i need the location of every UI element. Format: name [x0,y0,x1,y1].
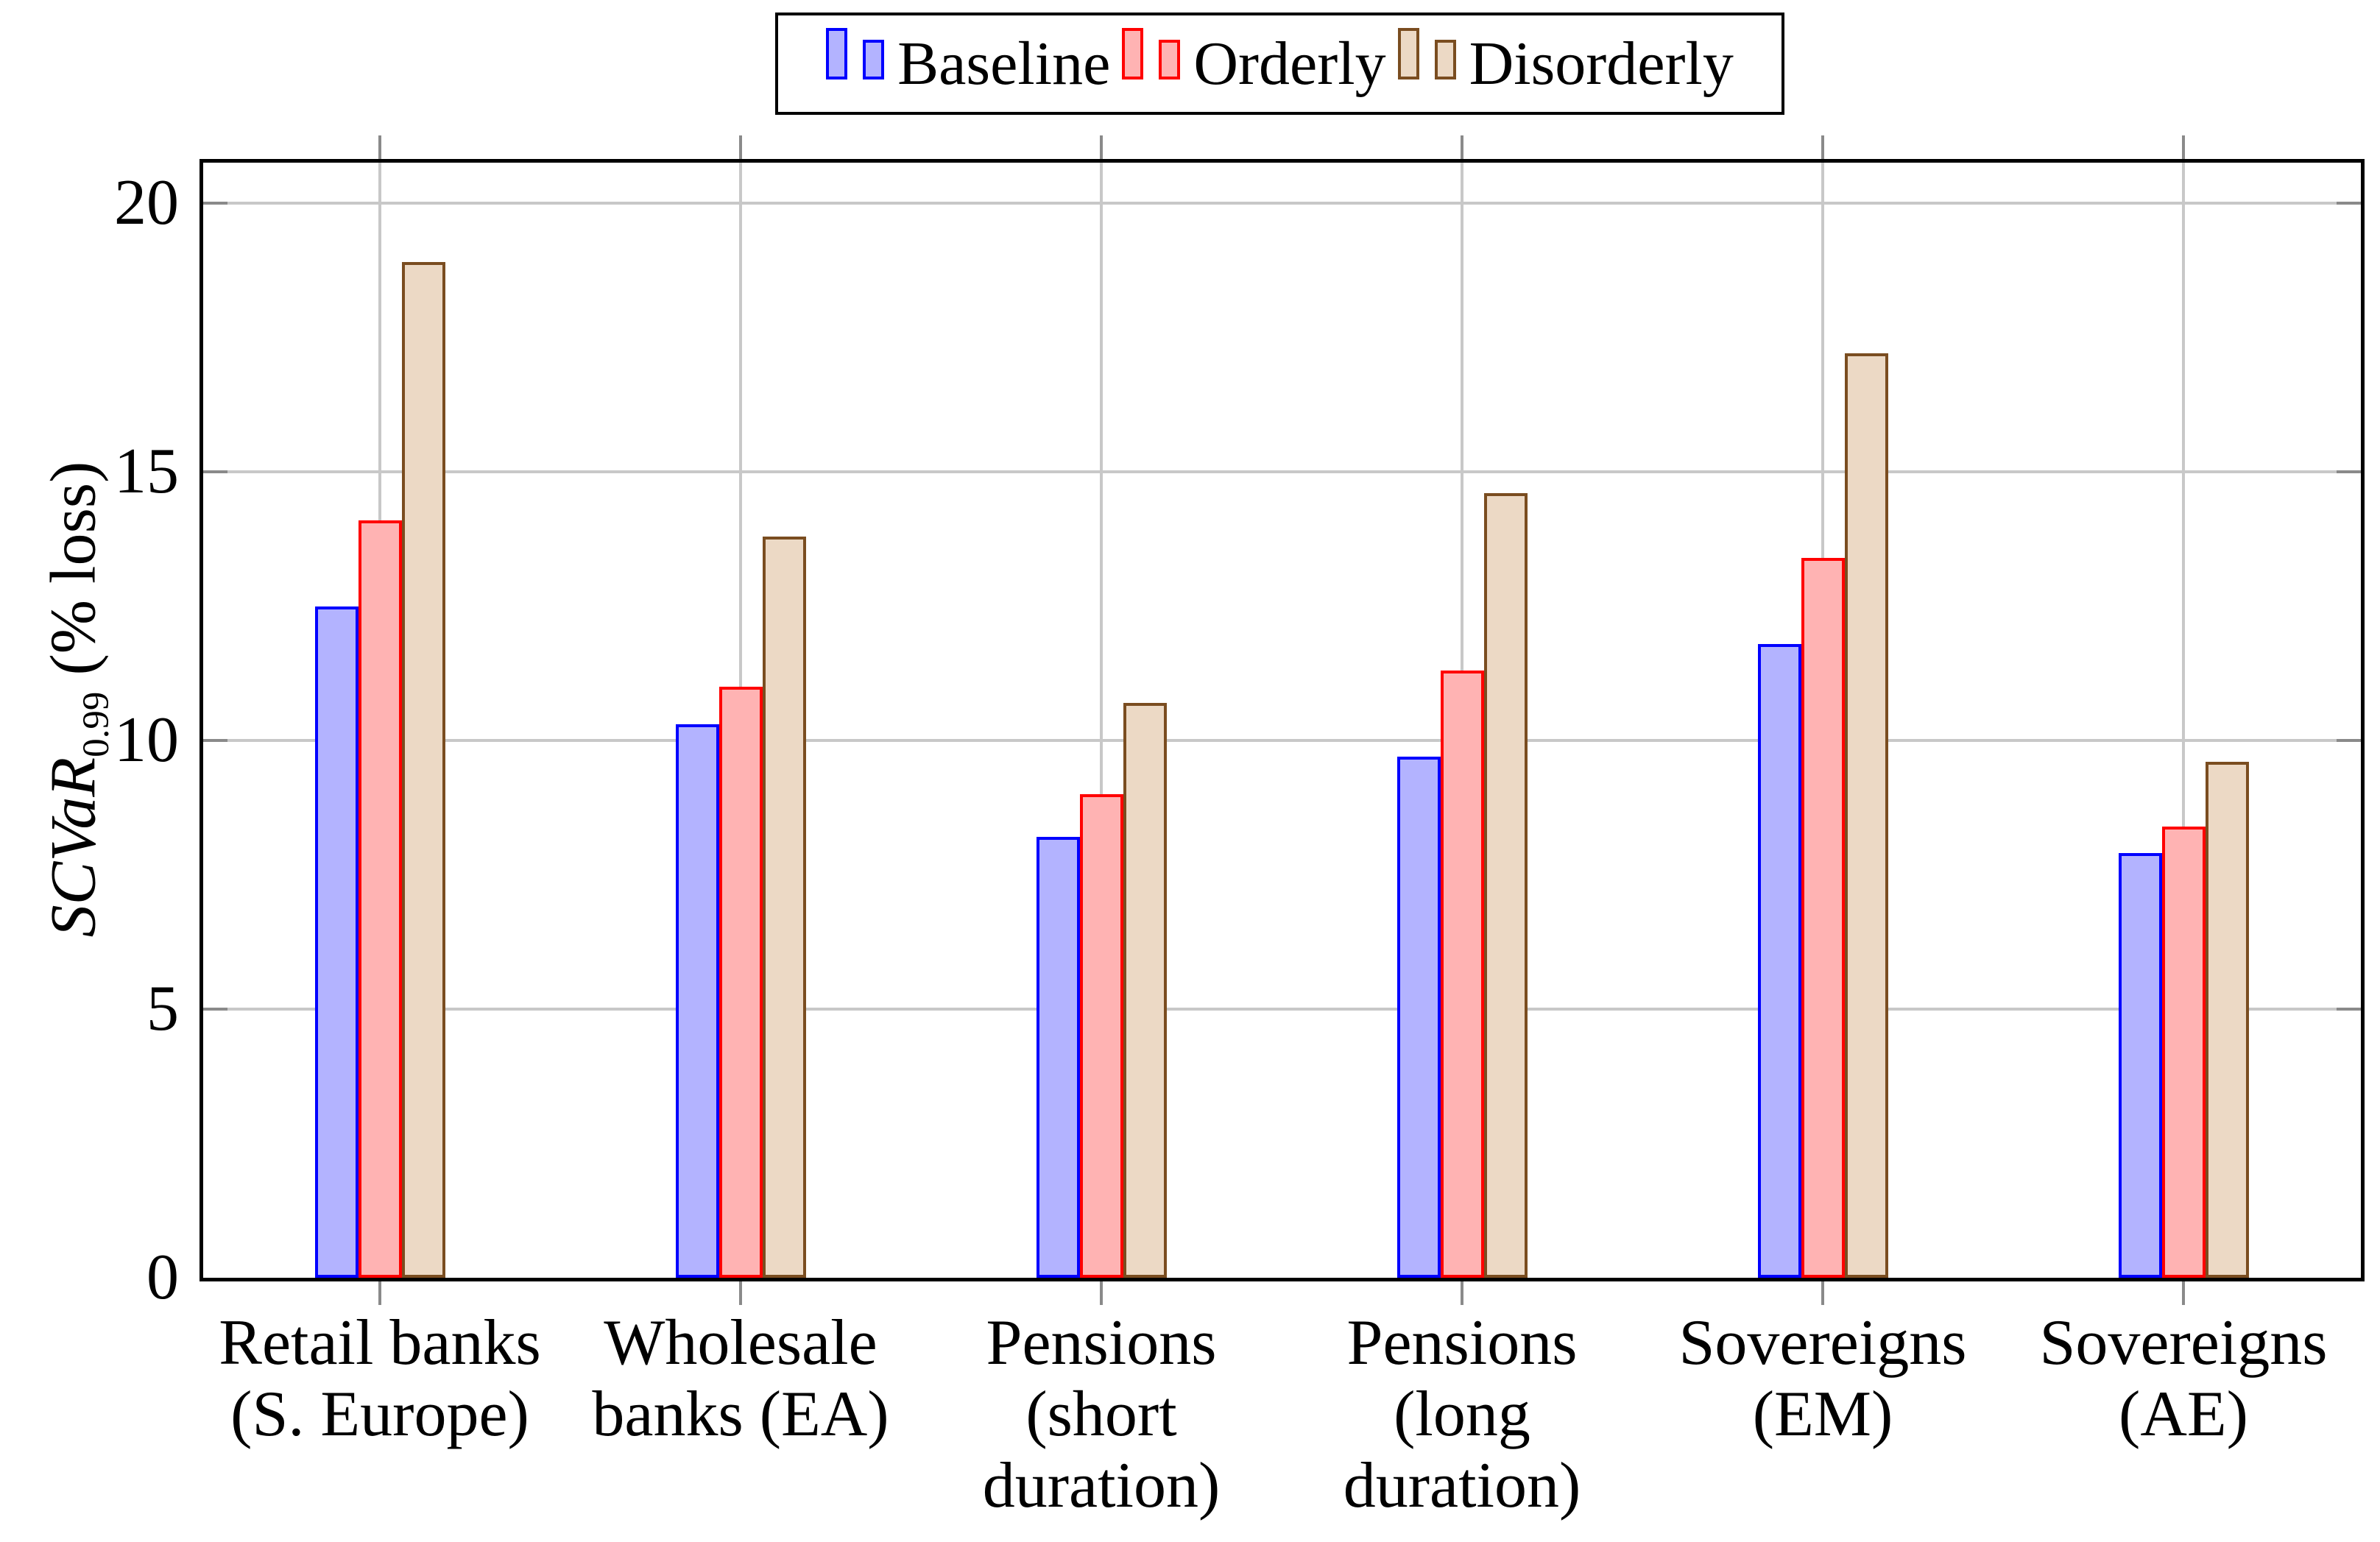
x-category-label-5: Sovereigns (AE) [2039,1307,2328,1450]
legend-label-disorderly: Disorderly [1469,29,1734,98]
bar-disorderly-3 [1484,493,1528,1278]
y-tick-left-15 [203,470,227,473]
x-tick-bottom-5 [2182,1281,2185,1305]
x-tick-top-5 [2182,135,2185,159]
disorderly-bar-swatch-icon [1397,27,1456,79]
x-tick-bottom-3 [1461,1281,1463,1305]
y-tick-label-5: 5 [146,973,179,1044]
bar-orderly-2 [1080,794,1123,1278]
bar-baseline-5 [2119,853,2162,1278]
y-gridline-5 [203,1008,2361,1011]
plot-area-border [199,159,2365,1281]
y-tick-label-10: 10 [114,704,179,776]
x-tick-bottom-0 [378,1281,381,1305]
bar-disorderly-2 [1123,702,1167,1278]
y-tick-label-15: 15 [114,436,179,507]
x-category-label-2: Pensions (short duration) [982,1307,1221,1521]
y-tick-label-20: 20 [114,167,179,238]
legend-label-orderly: Orderly [1193,29,1386,98]
x-tick-top-3 [1461,135,1463,159]
bar-baseline-4 [1758,643,1801,1278]
baseline-bar-swatch-icon [826,27,885,79]
legend-entry-disorderly: Disorderly [1397,27,1734,98]
bar-disorderly-0 [402,262,445,1278]
y-tick-left-20 [203,202,227,205]
x-tick-top-2 [1100,135,1103,159]
y-tick-left-5 [203,1008,227,1011]
bar-baseline-3 [1397,756,1441,1278]
x-gridline-2 [1100,163,1103,1278]
bar-orderly-4 [1801,557,1845,1278]
bar-disorderly-4 [1845,353,1888,1278]
y-gridline-10 [203,739,2361,742]
y-tick-label-0: 0 [146,1242,179,1313]
legend: Baseline Orderly Disorderly [775,13,1784,115]
x-tick-bottom-1 [739,1281,742,1305]
y-gridline-20 [203,202,2361,205]
bar-orderly-1 [719,687,763,1278]
x-tick-top-0 [378,135,381,159]
x-gridline-5 [2182,163,2185,1278]
legend-label-baseline: Baseline [897,29,1111,98]
y-gridline-15 [203,470,2361,473]
y-axis-variable: SCVaR [38,757,110,938]
bar-baseline-2 [1037,837,1080,1278]
bar-baseline-0 [315,606,359,1278]
x-tick-top-4 [1821,135,1824,159]
orderly-bar-swatch-icon [1122,27,1181,79]
x-tick-top-1 [739,135,742,159]
y-tick-right-20 [2337,202,2361,205]
x-category-label-0: Retail banks (S. Europe) [219,1307,541,1450]
bar-orderly-0 [359,520,402,1278]
x-category-label-4: Sovereigns (EM) [1678,1307,1967,1450]
bar-disorderly-1 [763,536,806,1278]
bar-orderly-3 [1441,671,1484,1278]
x-tick-bottom-2 [1100,1281,1103,1305]
x-tick-bottom-4 [1821,1281,1824,1305]
y-tick-right-10 [2337,739,2361,742]
x-category-label-3: Pensions (long duration) [1343,1307,1581,1521]
x-category-label-1: Wholesale banks (EA) [592,1307,889,1450]
y-tick-left-10 [203,739,227,742]
legend-entry-orderly: Orderly [1122,27,1386,98]
y-tick-right-15 [2337,470,2361,473]
legend-entry-baseline: Baseline [826,27,1111,98]
bar-disorderly-5 [2206,762,2249,1278]
bar-baseline-1 [676,724,719,1278]
bar-orderly-5 [2162,826,2206,1278]
y-tick-right-5 [2337,1008,2361,1011]
y-axis-title: SCVaR0.99 (% loss) [37,461,118,938]
